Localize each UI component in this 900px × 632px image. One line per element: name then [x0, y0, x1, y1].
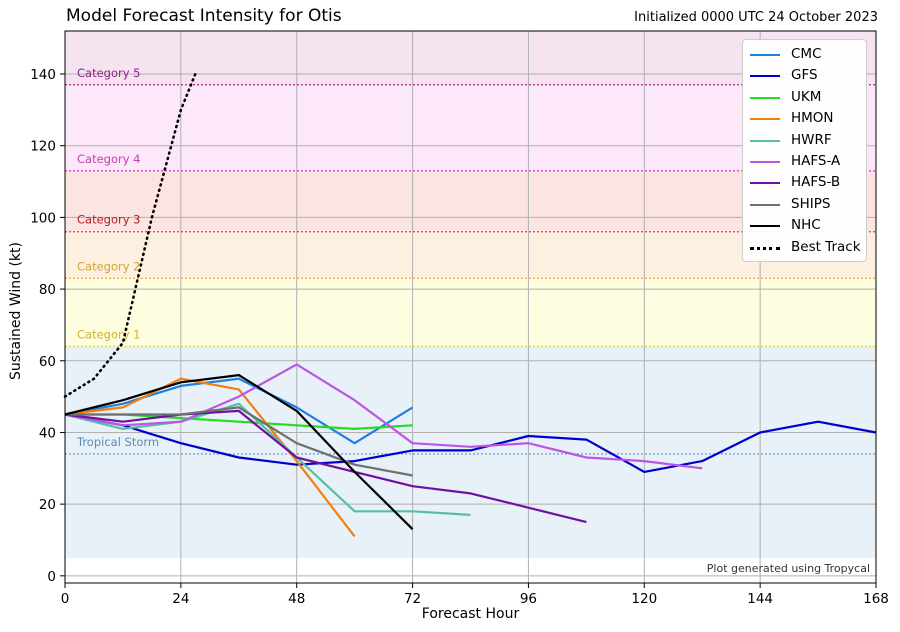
y-tick-label: 140	[30, 67, 56, 83]
legend-swatch	[750, 161, 780, 163]
x-tick-label: 72	[404, 591, 421, 607]
legend-item-ships: SHIPS	[743, 194, 868, 216]
legend-swatch	[750, 75, 780, 78]
series-best-track	[63, 72, 197, 398]
series-cmc	[64, 377, 414, 445]
y-tick-label: 100	[30, 210, 56, 226]
chart-subtitle: Initialized 0000 UTC 24 October 2023	[634, 10, 878, 25]
band-category-2	[65, 231, 876, 279]
y-tick-label: 60	[39, 354, 56, 370]
category-label-tropical-storm: Tropical Storm	[76, 435, 159, 449]
legend-label: HAFS-B	[791, 174, 841, 191]
band-category-5	[65, 31, 876, 85]
category-label-category-1: Category 1	[77, 327, 141, 341]
series-hafs-a	[64, 363, 703, 470]
legend-label: NHC	[791, 217, 821, 234]
legend-label: GFS	[791, 67, 818, 84]
legend-item-hmon: HMON	[743, 108, 868, 130]
legend-label: HWRF	[791, 131, 832, 148]
series-hwrf	[64, 402, 471, 516]
band-category-4	[65, 84, 876, 171]
legend-item-hafs-b: HAFS-B	[743, 172, 868, 194]
legend-item-gfs: GFS	[743, 65, 868, 87]
category-label-category-5: Category 5	[77, 66, 141, 80]
legend-item-ukm: UKM	[743, 87, 868, 109]
legend-swatch	[750, 139, 780, 142]
legend-item-nhc: NHC	[743, 215, 868, 237]
y-tick-label: 20	[39, 497, 56, 513]
series-ships	[65, 406, 413, 477]
legend-label: CMC	[791, 46, 822, 62]
plot-credit: Plot generated using Tropycal	[706, 562, 870, 575]
band-category-3	[65, 170, 876, 232]
legend-label: HMON	[791, 110, 834, 127]
legend-swatch	[750, 118, 780, 121]
legend-swatch	[750, 96, 780, 99]
x-tick-label: 24	[172, 591, 189, 607]
legend-swatch	[750, 225, 780, 228]
y-tick-label: 0	[47, 569, 56, 585]
category-label-category-2: Category 2	[77, 259, 141, 273]
legend-item-cmc: CMC	[743, 44, 868, 66]
band-tropical-storm	[65, 346, 876, 558]
y-tick-label: 80	[39, 282, 56, 298]
legend-label: Best Track	[791, 238, 861, 255]
series-hafs-b	[64, 409, 587, 524]
legend-label: SHIPS	[791, 195, 831, 212]
category-label-category-4: Category 4	[77, 152, 141, 166]
legend-swatch	[750, 182, 780, 185]
x-tick-label: 168	[863, 591, 889, 607]
legend-swatch	[750, 203, 780, 206]
y-tick-label: 120	[30, 139, 56, 155]
band-category-1	[65, 278, 876, 347]
x-tick-label: 96	[520, 591, 537, 607]
x-tick-label: 120	[631, 591, 657, 607]
chart-title: Model Forecast Intensity for Otis	[66, 6, 342, 26]
x-axis-label: Forecast Hour	[421, 606, 520, 622]
y-tick-label: 40	[39, 425, 56, 441]
legend-swatch	[750, 246, 780, 250]
legend-swatch	[750, 54, 780, 56]
plot-frame	[64, 30, 877, 584]
series-nhc	[64, 374, 414, 530]
legend-item-hwrf: HWRF	[743, 130, 868, 152]
legend-label: UKM	[791, 88, 822, 105]
series-gfs	[64, 413, 877, 473]
y-axis-label: Sustained Wind (kt)	[8, 242, 24, 380]
legend-item-hafs-a: HAFS-A	[743, 151, 868, 173]
legend-item-best-track: Best Track	[743, 237, 868, 259]
x-tick-label: 0	[61, 591, 70, 607]
category-label-category-3: Category 3	[77, 213, 141, 227]
legend-label: HAFS-A	[791, 153, 841, 169]
series-hmon	[64, 377, 356, 538]
x-tick-label: 144	[747, 591, 773, 607]
x-tick-label: 48	[288, 591, 305, 607]
chart-legend: CMC GFS UKM HMON HWRF HAFS-A HAFS-B SHIPS NHC Bes…	[742, 39, 867, 262]
